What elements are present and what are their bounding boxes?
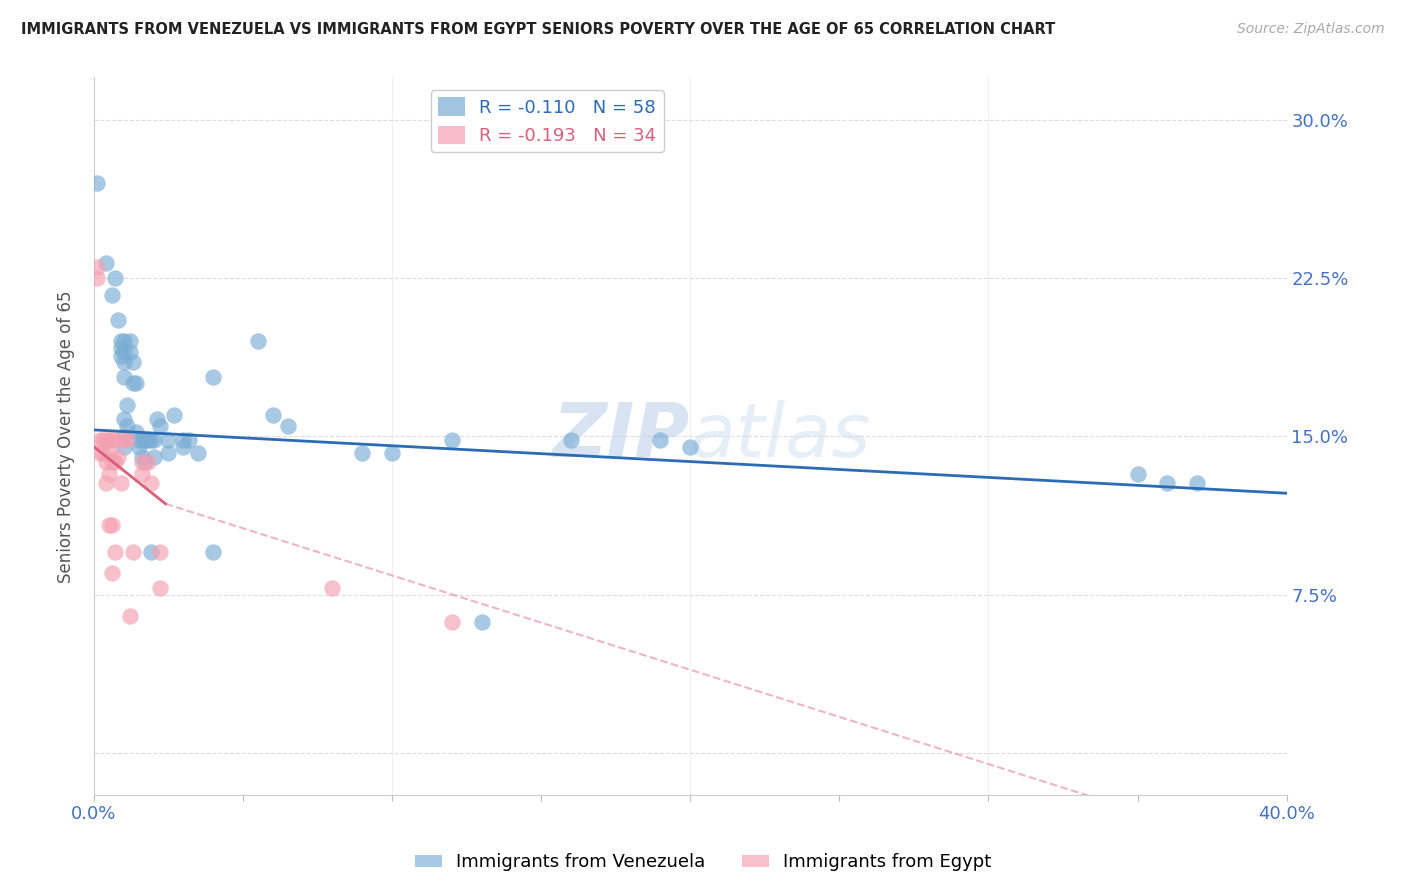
Point (128, 434, 150, 448)
Point (124, 376, 146, 391)
Point (112, 344, 135, 359)
Point (107, 450, 129, 465)
Point (145, 412, 167, 426)
Point (163, 408, 186, 422)
Point (202, 370, 225, 384)
Point (94, 454, 117, 468)
Point (107, 313, 129, 327)
Point (118, 344, 141, 359)
Point (91, 446, 114, 460)
Point (112, 412, 135, 426)
Point (104, 545, 127, 559)
Point (136, 454, 159, 468)
Point (679, 440, 702, 454)
Point (115, 398, 138, 412)
Point (262, 408, 284, 422)
Point (131, 467, 153, 482)
Point (110, 349, 132, 363)
Point (142, 450, 165, 465)
Text: IMMIGRANTS FROM VENEZUELA VS IMMIGRANTS FROM EGYPT SENIORS POVERTY OVER THE AGE : IMMIGRANTS FROM VENEZUELA VS IMMIGRANTS … (21, 22, 1056, 37)
Legend: Immigrants from Venezuela, Immigrants from Egypt: Immigrants from Venezuela, Immigrants fr… (408, 847, 998, 879)
Legend: R = -0.110   N = 58, R = -0.193   N = 34: R = -0.110 N = 58, R = -0.193 N = 34 (430, 90, 664, 153)
Point (110, 334, 132, 349)
Point (121, 355, 143, 369)
Point (101, 288, 124, 302)
Point (148, 545, 170, 559)
Text: Source: ZipAtlas.com: Source: ZipAtlas.com (1237, 22, 1385, 37)
Point (139, 475, 162, 490)
Point (89, 446, 111, 460)
Point (86, 176, 108, 190)
Point (157, 446, 180, 460)
Point (440, 434, 463, 448)
Point (124, 425, 146, 439)
Point (104, 434, 127, 448)
Point (1156, 475, 1178, 490)
Point (157, 434, 180, 448)
Point (104, 271, 127, 285)
Point (139, 434, 162, 448)
Point (94, 434, 117, 448)
Point (89, 434, 111, 448)
Point (131, 434, 153, 448)
Point (1185, 475, 1208, 490)
Point (202, 545, 225, 559)
Point (440, 615, 463, 629)
Point (112, 355, 135, 369)
Point (104, 454, 127, 468)
Point (112, 370, 135, 384)
Point (179, 434, 201, 448)
Point (131, 450, 153, 465)
Point (112, 440, 135, 454)
Point (1126, 467, 1149, 482)
Point (352, 446, 374, 460)
Point (277, 418, 299, 433)
Point (110, 341, 132, 355)
Text: ZIP: ZIP (553, 400, 690, 473)
Point (115, 418, 138, 433)
Point (94, 256, 117, 270)
Point (112, 334, 135, 349)
Point (470, 615, 492, 629)
Point (97, 446, 120, 460)
Point (139, 545, 162, 559)
Point (187, 446, 209, 460)
Point (172, 440, 194, 454)
Point (101, 517, 124, 532)
Point (560, 434, 582, 448)
Point (101, 454, 124, 468)
Y-axis label: Seniors Poverty Over the Age of 65: Seniors Poverty Over the Age of 65 (58, 290, 75, 582)
Point (134, 434, 156, 448)
Point (148, 418, 170, 433)
Text: atlas: atlas (690, 401, 872, 472)
Point (246, 334, 269, 349)
Point (172, 434, 194, 448)
Point (91, 434, 114, 448)
Point (118, 334, 141, 349)
Point (101, 434, 124, 448)
Point (86, 271, 108, 285)
Point (94, 475, 117, 490)
Point (128, 440, 150, 454)
Point (136, 434, 159, 448)
Point (131, 454, 153, 468)
Point (650, 434, 672, 448)
Point (134, 454, 156, 468)
Point (118, 608, 141, 623)
Point (115, 434, 138, 448)
Point (121, 545, 143, 559)
Point (97, 517, 120, 532)
Point (321, 581, 343, 595)
Point (148, 581, 170, 595)
Point (97, 467, 120, 482)
Point (112, 434, 135, 448)
Point (86, 260, 108, 275)
Point (97, 434, 120, 448)
Point (381, 446, 404, 460)
Point (112, 429, 135, 443)
Point (110, 475, 132, 490)
Point (142, 434, 165, 448)
Point (101, 566, 124, 581)
Point (121, 376, 143, 391)
